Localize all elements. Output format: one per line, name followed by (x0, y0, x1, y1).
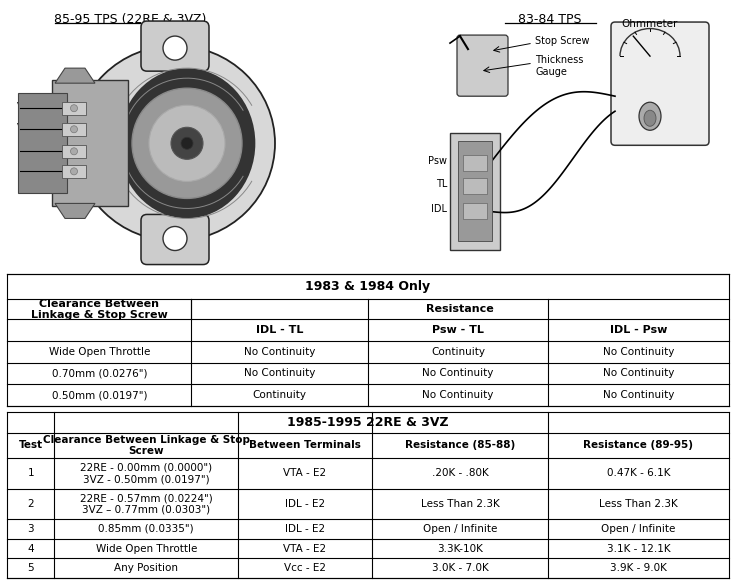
Text: VTA - E2: VTA - E2 (283, 544, 327, 554)
Text: Open / Infinite: Open / Infinite (422, 524, 497, 534)
Text: Any Position: Any Position (114, 564, 178, 573)
Text: E₂: E₂ (17, 165, 26, 174)
Bar (62, 123, 86, 136)
Text: Continuity: Continuity (252, 390, 307, 400)
Bar (62, 145, 86, 158)
Text: Resistance (89-95): Resistance (89-95) (584, 440, 693, 450)
Ellipse shape (639, 102, 661, 130)
Text: No Continuity: No Continuity (244, 369, 315, 378)
FancyBboxPatch shape (611, 22, 709, 145)
Text: Between Terminals: Between Terminals (249, 440, 361, 450)
Text: Stop Screw: Stop Screw (535, 36, 590, 46)
Bar (463, 178, 487, 194)
FancyBboxPatch shape (457, 35, 508, 96)
Text: 1983 & 1984 Only: 1983 & 1984 Only (305, 280, 431, 294)
Text: IDL - Psw: IDL - Psw (610, 325, 667, 335)
Ellipse shape (75, 46, 275, 241)
Text: Psw - TL: Psw - TL (432, 325, 484, 335)
Text: Wide Open Throttle: Wide Open Throttle (49, 347, 150, 357)
Text: Test: Test (18, 440, 43, 450)
Text: 1: 1 (27, 468, 34, 478)
Text: No Continuity: No Continuity (603, 390, 674, 400)
FancyBboxPatch shape (141, 21, 209, 71)
Bar (463, 203, 487, 220)
FancyBboxPatch shape (458, 141, 492, 242)
Text: 1985-1995 22RE & 3VZ: 1985-1995 22RE & 3VZ (287, 416, 449, 429)
Ellipse shape (119, 69, 255, 217)
Text: 5: 5 (27, 564, 34, 573)
Text: 0.70mm (0.0276"): 0.70mm (0.0276") (52, 369, 147, 378)
Text: Psw: Psw (428, 157, 447, 166)
Text: IDL - E2: IDL - E2 (285, 499, 325, 509)
Polygon shape (55, 203, 95, 218)
Text: 83-84 TPS: 83-84 TPS (518, 13, 581, 26)
Text: .20K - .80K: .20K - .80K (431, 468, 489, 478)
Circle shape (132, 88, 242, 199)
Text: VTA: VTA (17, 123, 34, 132)
Circle shape (71, 105, 77, 112)
Text: 2: 2 (27, 499, 34, 509)
Text: Continuity: Continuity (431, 347, 485, 357)
Ellipse shape (644, 110, 656, 126)
Circle shape (163, 36, 187, 60)
Text: IDL: IDL (431, 204, 447, 214)
Text: Resistance (85-88): Resistance (85-88) (405, 440, 515, 450)
FancyBboxPatch shape (450, 133, 500, 249)
Text: 3.0K - 7.0K: 3.0K - 7.0K (431, 564, 489, 573)
Circle shape (71, 126, 77, 133)
Text: 3: 3 (27, 524, 34, 534)
Text: IDL - E2: IDL - E2 (285, 524, 325, 534)
Text: 85-95 TPS (22RE & 3VZ): 85-95 TPS (22RE & 3VZ) (54, 13, 206, 26)
Text: No Continuity: No Continuity (603, 347, 674, 357)
Text: Wide Open Throttle: Wide Open Throttle (96, 544, 197, 554)
Text: 3.3K-10K: 3.3K-10K (437, 544, 483, 554)
Text: Less Than 2.3K: Less Than 2.3K (420, 499, 499, 509)
Text: Clearance Between Linkage & Stop
Screw: Clearance Between Linkage & Stop Screw (43, 434, 250, 456)
Text: Clearance Between
Linkage & Stop Screw: Clearance Between Linkage & Stop Screw (31, 298, 168, 320)
Text: No Continuity: No Continuity (422, 390, 494, 400)
Text: No Continuity: No Continuity (422, 369, 494, 378)
Bar (463, 155, 487, 171)
Bar (62, 165, 86, 178)
Text: TL: TL (436, 179, 447, 189)
Text: Resistance: Resistance (426, 304, 494, 314)
Text: IDL - TL: IDL - TL (256, 325, 303, 335)
Polygon shape (55, 68, 95, 83)
Text: Open / Infinite: Open / Infinite (601, 524, 676, 534)
Circle shape (181, 137, 193, 150)
Text: No Continuity: No Continuity (603, 369, 674, 378)
Text: 4: 4 (27, 544, 34, 554)
Text: No Continuity: No Continuity (244, 347, 315, 357)
Text: 0.50mm (0.0197"): 0.50mm (0.0197") (52, 390, 147, 400)
Text: Vcc: Vcc (17, 102, 33, 111)
FancyBboxPatch shape (52, 80, 128, 206)
Text: Less Than 2.3K: Less Than 2.3K (599, 499, 678, 509)
Text: 22RE - 0.00mm (0.0000")
3VZ - 0.50mm (0.0197"): 22RE - 0.00mm (0.0000") 3VZ - 0.50mm (0.… (80, 463, 212, 484)
Circle shape (149, 105, 225, 182)
Text: 22RE - 0.57mm (0.0224")
3VZ – 0.77mm (0.0303"): 22RE - 0.57mm (0.0224") 3VZ – 0.77mm (0.… (79, 493, 213, 515)
Circle shape (163, 227, 187, 251)
Text: 0.85mm (0.0335"): 0.85mm (0.0335") (99, 524, 194, 534)
Circle shape (171, 127, 203, 159)
Text: IDL: IDL (17, 145, 32, 154)
Text: 3.1K - 12.1K: 3.1K - 12.1K (606, 544, 670, 554)
Text: Thickness
Gauge: Thickness Gauge (535, 55, 584, 77)
FancyBboxPatch shape (18, 93, 67, 193)
Text: Vcc - E2: Vcc - E2 (284, 564, 326, 573)
Bar (62, 102, 86, 115)
Text: 0.47K - 6.1K: 0.47K - 6.1K (606, 468, 670, 478)
Text: Ohmmeter: Ohmmeter (622, 19, 678, 29)
Circle shape (71, 148, 77, 155)
Text: 3.9K - 9.0K: 3.9K - 9.0K (610, 564, 667, 573)
Circle shape (71, 168, 77, 175)
Text: VTA - E2: VTA - E2 (283, 468, 327, 478)
FancyBboxPatch shape (141, 214, 209, 265)
